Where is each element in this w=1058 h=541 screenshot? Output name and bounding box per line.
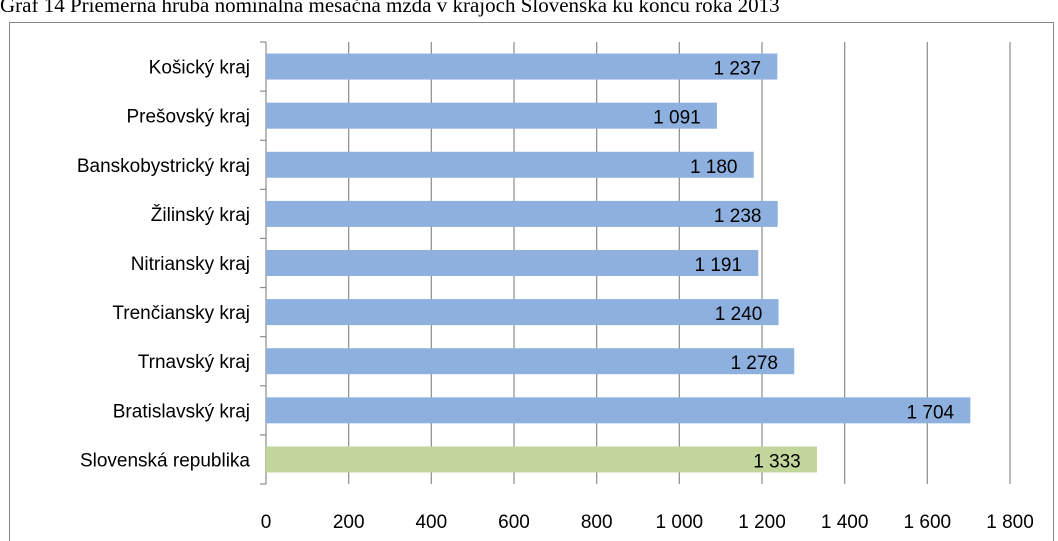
- x-tick-label: 1 600: [904, 512, 952, 533]
- bar-region: [266, 151, 754, 178]
- x-tick-label: 1 000: [656, 512, 704, 533]
- bar-region: [266, 299, 779, 326]
- x-tick-label: 0: [261, 512, 272, 533]
- data-label: 1 704: [907, 402, 955, 423]
- x-tick-label: 1 400: [821, 512, 869, 533]
- bar-region: [266, 397, 971, 424]
- chart-title: Graf 14 Priemerná hrubá nominálna mesačn…: [0, 0, 780, 17]
- data-label: 1 238: [714, 206, 762, 227]
- data-label: 1 333: [753, 451, 801, 472]
- x-tick-label: 600: [498, 512, 530, 533]
- data-label: 1 180: [690, 157, 738, 178]
- data-label: 1 278: [730, 353, 778, 374]
- data-label: 1 237: [714, 59, 762, 80]
- category-label: Slovenská republika: [80, 450, 250, 471]
- category-label: Bratislavský kraj: [113, 401, 250, 422]
- x-tick-label: 1 800: [986, 512, 1034, 533]
- category-label: Trnavský kraj: [138, 352, 250, 373]
- category-label: Banskobystrický kraj: [77, 156, 250, 177]
- data-label: 1 191: [695, 255, 743, 276]
- bar-region: [266, 200, 778, 227]
- category-label: Žilinský kraj: [151, 204, 250, 226]
- category-label: Prešovský kraj: [126, 107, 250, 128]
- category-label: Trenčiansky kraj: [112, 303, 250, 324]
- data-label: 1 240: [715, 304, 763, 325]
- x-tick-label: 400: [415, 512, 447, 533]
- bar-region: [266, 250, 759, 276]
- category-label: Košický kraj: [149, 58, 250, 79]
- bar-region: [266, 348, 795, 375]
- x-tick-label: 200: [333, 512, 365, 533]
- bar-region: [266, 102, 717, 129]
- bar-region: [266, 53, 778, 80]
- x-tick-label: 1 200: [738, 512, 786, 533]
- data-label: 1 091: [653, 108, 701, 129]
- x-tick-label: 800: [581, 512, 613, 533]
- category-label: Nitriansky kraj: [131, 254, 250, 275]
- bar-republic: [266, 446, 817, 473]
